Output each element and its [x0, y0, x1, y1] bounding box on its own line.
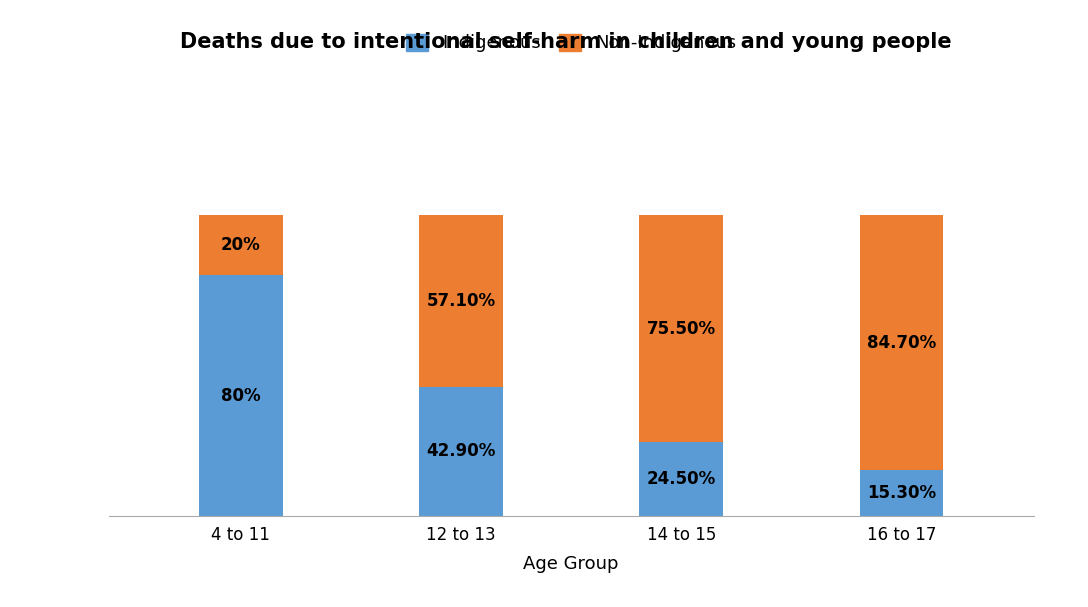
Text: Deaths due to intentional self-harm in children and young people: Deaths due to intentional self-harm in c…: [180, 33, 952, 52]
Bar: [419, 387, 503, 516]
Text: 15.30%: 15.30%: [867, 484, 936, 502]
Text: 20%: 20%: [221, 236, 261, 254]
Bar: [199, 275, 283, 516]
Text: 24.50%: 24.50%: [646, 470, 716, 488]
Bar: [419, 215, 503, 387]
Text: 57.10%: 57.10%: [426, 292, 496, 310]
Legend: Indigenous, Non-Indigenous: Indigenous, Non-Indigenous: [406, 33, 737, 52]
Bar: [640, 215, 724, 443]
Bar: [860, 215, 943, 470]
X-axis label: Age Group: Age Group: [523, 555, 619, 573]
Bar: [199, 215, 283, 275]
Text: 84.70%: 84.70%: [867, 333, 936, 351]
Text: 75.50%: 75.50%: [646, 320, 716, 337]
Text: 42.90%: 42.90%: [426, 443, 496, 461]
Bar: [640, 443, 724, 516]
Y-axis label: Percentage
of deaths: Percentage of deaths: [0, 292, 20, 394]
Text: 80%: 80%: [221, 387, 261, 405]
Bar: [860, 470, 943, 516]
